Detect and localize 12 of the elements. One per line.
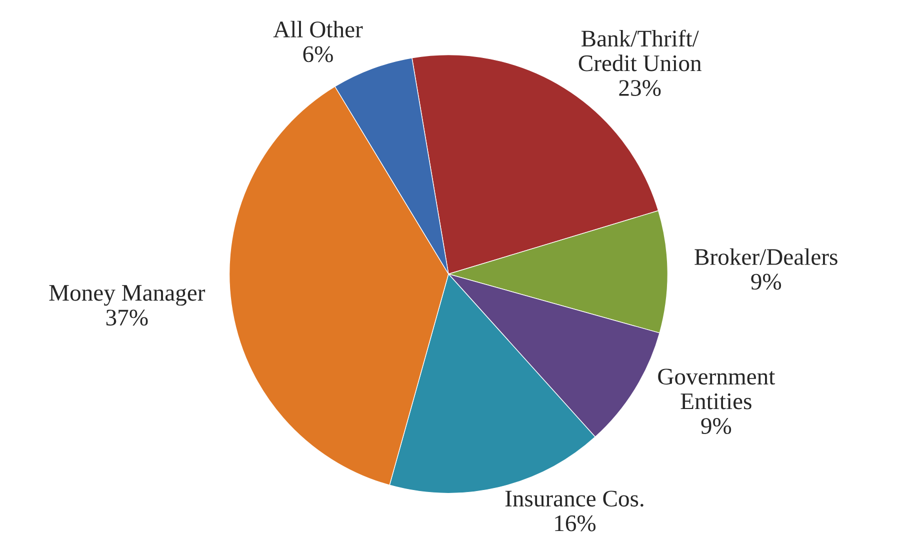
data-label: 9% xyxy=(751,274,782,290)
slice-label: Government Entities xyxy=(658,368,776,410)
slice-label: All Other xyxy=(273,20,363,38)
slice-label: Broker/Dealers xyxy=(694,248,838,265)
slice-label: Insurance Cos. xyxy=(505,490,644,507)
data-label: 16% xyxy=(555,515,596,532)
data-label: 23% xyxy=(619,80,661,96)
slice-label: Bank/Thrift/ Credit Union xyxy=(578,30,702,72)
slice-label: Money Manager xyxy=(49,285,206,306)
data-label: 37% xyxy=(106,310,148,326)
data-label: 9% xyxy=(701,418,732,434)
data-label: 6% xyxy=(303,46,333,62)
